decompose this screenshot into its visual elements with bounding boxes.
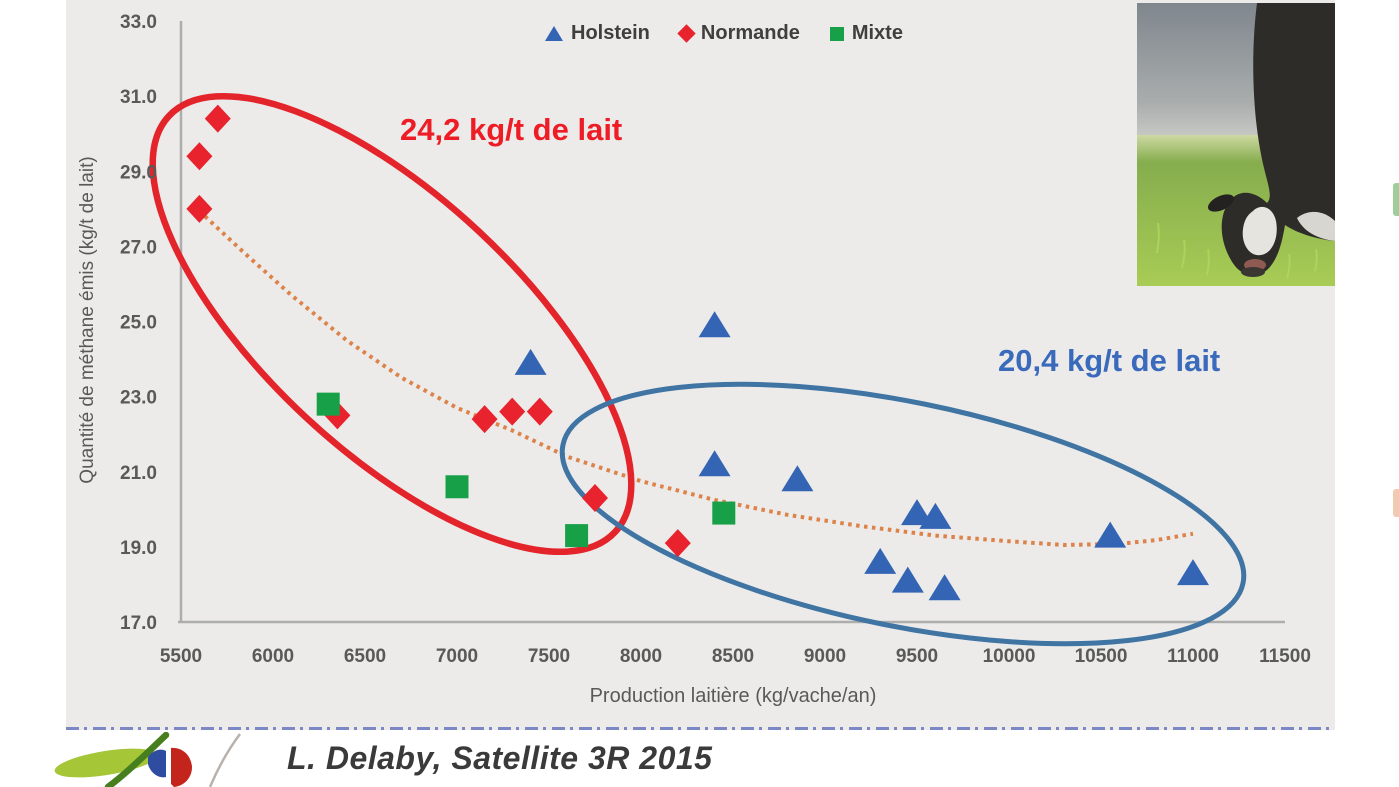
legend-label: Mixte xyxy=(851,22,903,44)
y-axis-title: Quantité de méthane émis (kg/t de lait) xyxy=(77,156,98,484)
y-tick-label: 19.0 xyxy=(120,538,157,559)
x-tick-label: 5500 xyxy=(160,646,202,667)
point-holstein xyxy=(1177,559,1209,586)
trendline-path xyxy=(203,214,1194,547)
x-tick-label: 7500 xyxy=(528,646,570,667)
point-holstein xyxy=(514,348,547,375)
y-tick-label: 21.0 xyxy=(120,463,157,484)
point-normande xyxy=(499,397,526,426)
point-normande xyxy=(204,104,231,133)
point-normande xyxy=(664,529,691,558)
holstein-cluster-ellipse xyxy=(559,381,1247,647)
chart-legend: Holstein Normande Mixte xyxy=(545,22,903,45)
x-tick-label: 11000 xyxy=(1167,646,1219,667)
source-caption: L. Delaby, Satellite 3R 2015 xyxy=(287,740,713,776)
x-tick-label: 10500 xyxy=(1075,646,1128,667)
point-normande xyxy=(582,484,608,513)
y-tick-label: 31.0 xyxy=(120,87,157,108)
slide-bottom-separator xyxy=(66,727,1335,730)
x-tick-label: 7000 xyxy=(436,646,478,667)
point-holstein xyxy=(928,574,961,601)
point-mixte xyxy=(445,475,469,499)
point-holstein xyxy=(781,465,814,492)
point-holstein xyxy=(698,450,731,477)
cow-photo-illustration xyxy=(1137,3,1335,286)
x-axis-title: Production laitière (kg/vache/an) xyxy=(589,685,877,707)
organization-logo xyxy=(50,732,260,787)
point-mixte xyxy=(316,392,340,416)
normande-cluster-ellipse xyxy=(149,92,635,556)
point-holstein xyxy=(901,499,933,526)
holstein-triangle-icon xyxy=(545,26,563,41)
point-mixte xyxy=(712,501,736,525)
y-tick-label: 29.0 xyxy=(120,162,157,183)
normande-diamond-icon xyxy=(677,24,696,43)
annotation-holstein-value: 20,4 kg/t de lait xyxy=(998,343,1221,378)
legend-label: Normande xyxy=(700,22,800,44)
clipped-shape-right-edge-pink xyxy=(1393,489,1399,517)
y-tick-label: 23.0 xyxy=(120,388,157,409)
point-holstein xyxy=(919,502,952,529)
y-tick-label: 25.0 xyxy=(120,313,157,334)
y-tick-label: 27.0 xyxy=(120,237,157,258)
x-tick-label: 8000 xyxy=(620,646,662,667)
y-tick-label: 33.0 xyxy=(120,12,157,33)
mixte-square-icon xyxy=(829,26,844,41)
axes xyxy=(178,21,1285,624)
x-tick-label: 10000 xyxy=(983,646,1036,667)
point-mixte xyxy=(565,524,589,548)
data-points xyxy=(186,104,1209,601)
point-normande xyxy=(471,405,498,434)
point-holstein xyxy=(698,311,731,338)
legend-item-holstein: Holstein xyxy=(545,22,650,45)
legend-item-mixte: Mixte xyxy=(829,22,903,45)
trendline xyxy=(203,214,1194,547)
point-normande xyxy=(186,194,213,223)
annotation-normande-value: 24,2 kg/t de lait xyxy=(400,112,623,147)
slide-background xyxy=(66,0,1335,730)
legend-item-normande: Normande xyxy=(677,22,800,45)
logo-illustration xyxy=(54,732,242,787)
point-holstein xyxy=(891,566,924,593)
point-holstein xyxy=(1094,521,1127,548)
x-tick-label: 11500 xyxy=(1259,646,1311,667)
cow-photo xyxy=(1137,3,1335,286)
x-tick-label: 9000 xyxy=(804,646,846,667)
x-tick-label: 6500 xyxy=(344,646,386,667)
point-normande xyxy=(186,142,213,171)
tick-labels: 5500 6000 6500 7000 7500 8000 8500 9000 9500 1000… xyxy=(120,12,1311,667)
clipped-shape-right-edge-green xyxy=(1393,183,1399,216)
y-tick-label: 17.0 xyxy=(120,613,157,634)
x-tick-label: 8500 xyxy=(712,646,754,667)
point-normande xyxy=(526,397,553,426)
x-tick-label: 9500 xyxy=(896,646,938,667)
point-holstein xyxy=(864,547,897,574)
x-tick-label: 6000 xyxy=(252,646,294,667)
legend-label: Holstein xyxy=(571,22,650,44)
